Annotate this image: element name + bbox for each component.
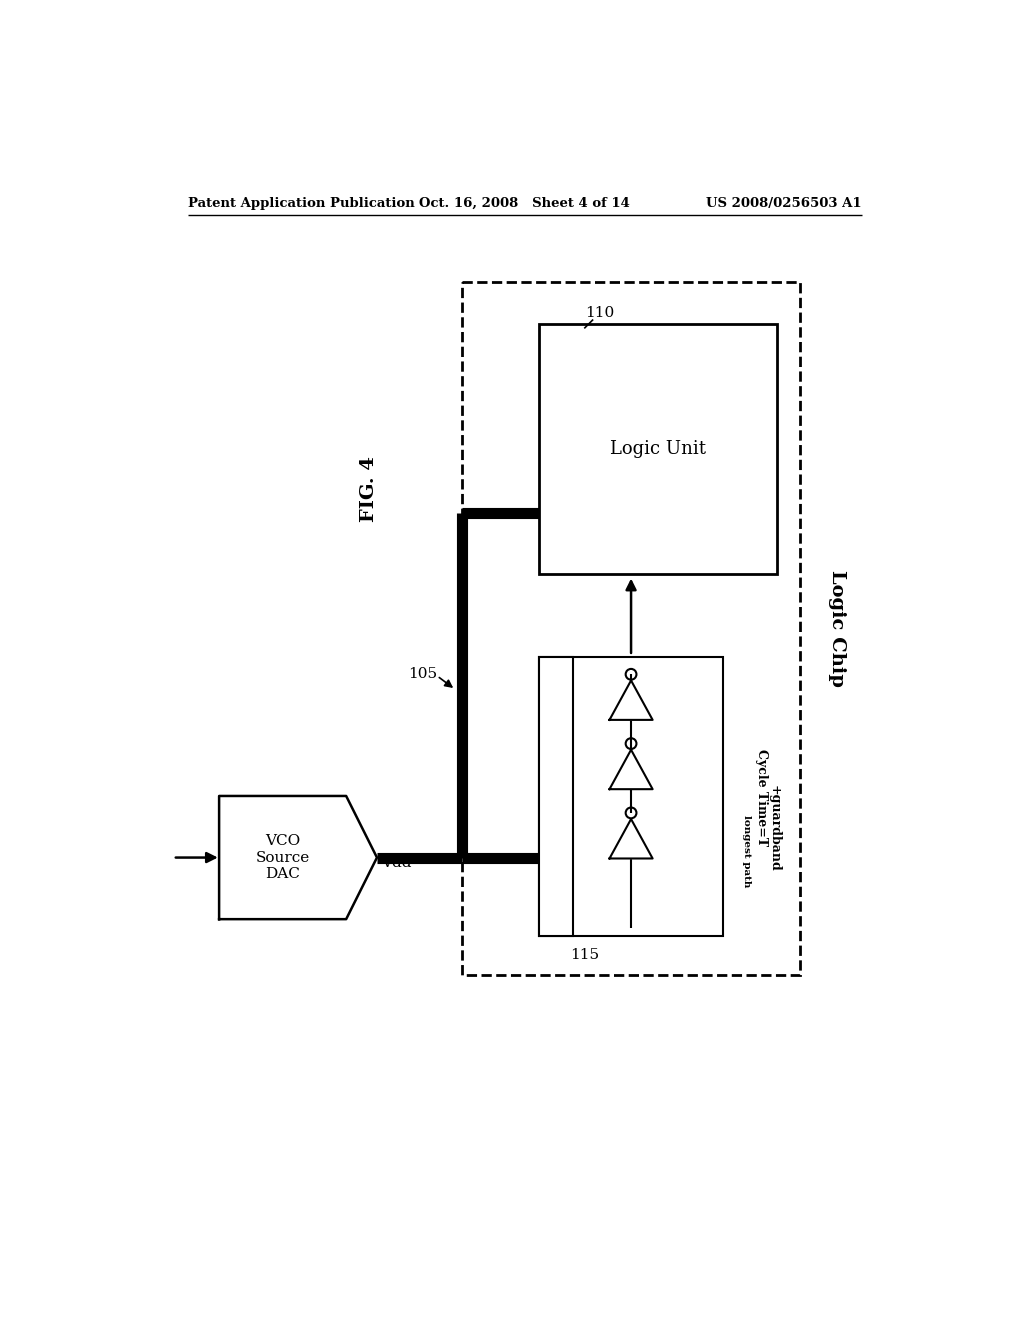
- Text: Vdd: Vdd: [382, 855, 412, 870]
- Text: Cycle Time=T: Cycle Time=T: [756, 748, 768, 846]
- Text: Oct. 16, 2008   Sheet 4 of 14: Oct. 16, 2008 Sheet 4 of 14: [420, 197, 630, 210]
- Polygon shape: [219, 796, 377, 919]
- Text: 110: 110: [585, 306, 614, 321]
- Text: +guardband: +guardband: [768, 785, 780, 871]
- Bar: [539, 323, 777, 574]
- Text: VCO
Source
DAC: VCO Source DAC: [256, 834, 309, 880]
- Bar: [462, 281, 801, 974]
- Bar: [539, 657, 724, 936]
- Text: 115: 115: [570, 948, 599, 962]
- Text: 105: 105: [408, 668, 437, 681]
- Text: Logic Unit: Logic Unit: [610, 440, 706, 458]
- Text: Logic Chip: Logic Chip: [828, 570, 847, 686]
- Bar: [539, 657, 573, 936]
- Polygon shape: [609, 681, 652, 719]
- Text: longest path: longest path: [742, 816, 751, 887]
- Polygon shape: [609, 750, 652, 789]
- Text: US 2008/0256503 A1: US 2008/0256503 A1: [707, 197, 862, 210]
- Text: FIG. 4: FIG. 4: [360, 457, 378, 523]
- Text: Patent Application Publication: Patent Application Publication: [188, 197, 415, 210]
- Polygon shape: [609, 818, 652, 858]
